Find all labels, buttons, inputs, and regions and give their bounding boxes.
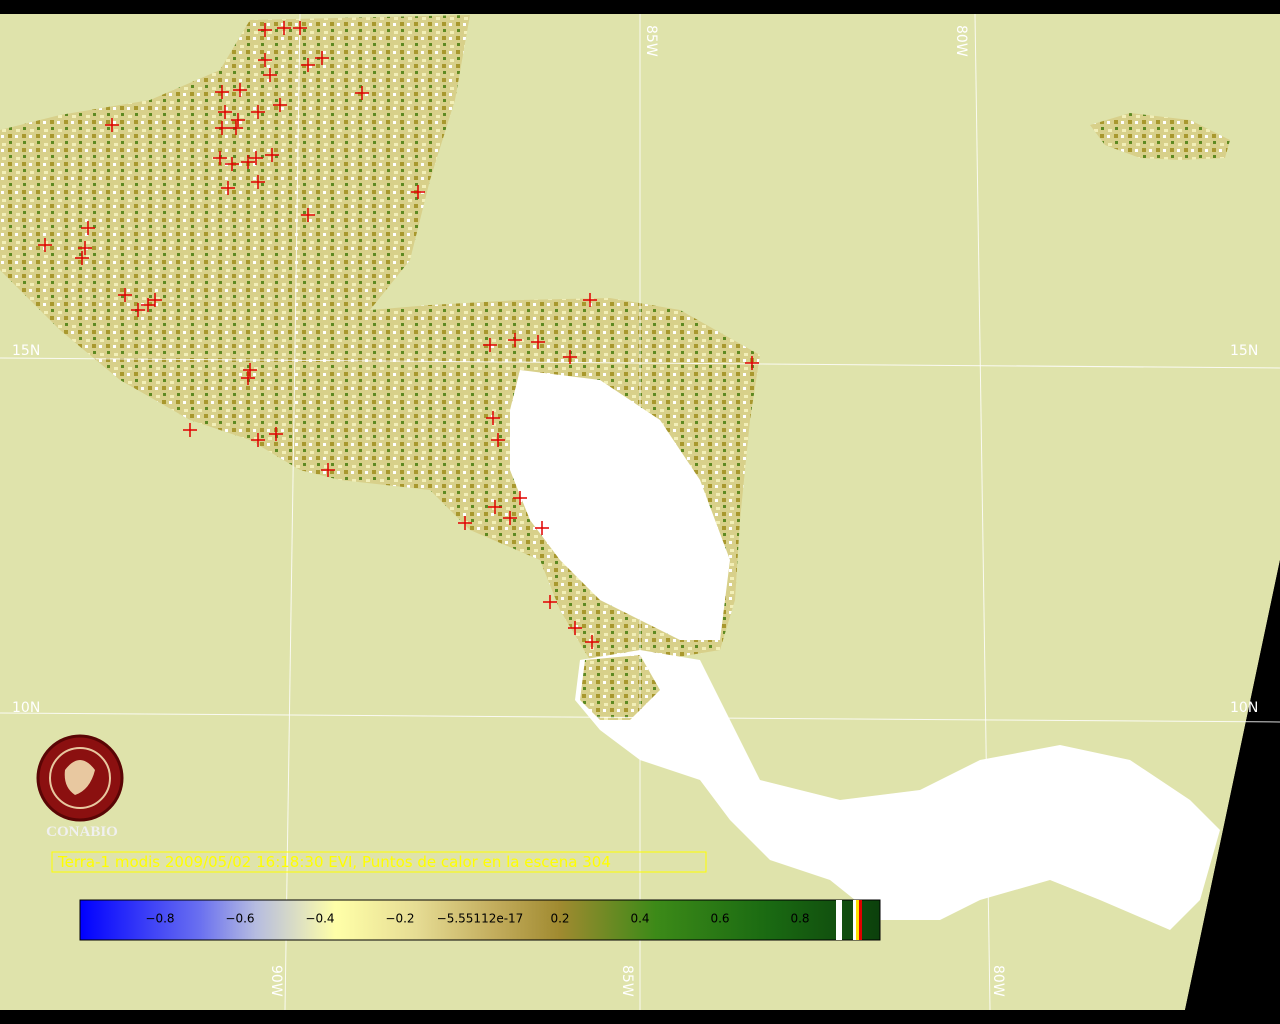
hotspot <box>225 157 239 171</box>
hotspot <box>315 51 329 65</box>
hotspot <box>231 113 245 127</box>
parallel <box>0 357 1280 369</box>
hotspot <box>131 303 145 317</box>
hotspot <box>583 293 597 307</box>
hotspot <box>249 151 263 165</box>
hotspot <box>241 371 255 385</box>
no-data <box>1185 560 1280 1010</box>
hotspot <box>503 511 517 525</box>
hotspot <box>486 411 500 425</box>
hotspot <box>81 221 95 235</box>
logo: CONABIO <box>36 734 124 840</box>
colorbar-label: −0.6 <box>225 912 254 926</box>
grid-label: 85W <box>619 965 635 997</box>
colorbar-swatch <box>836 900 842 940</box>
hotspot <box>251 433 265 447</box>
cloud <box>510 370 730 640</box>
hotspot <box>251 105 265 119</box>
meridian <box>284 13 301 1011</box>
hotspot <box>488 500 502 514</box>
hotspot <box>241 155 255 169</box>
colorbar-swatch <box>859 900 862 940</box>
hotspot <box>513 491 527 505</box>
hotspot <box>215 85 229 99</box>
hotspot <box>301 58 315 72</box>
hotspot <box>568 621 582 635</box>
hotspot <box>265 148 279 162</box>
hotspot <box>251 175 265 189</box>
hotspot <box>321 463 335 477</box>
grid-label: 15N <box>1230 343 1258 359</box>
hotspot <box>543 595 557 609</box>
hotspot <box>491 433 505 447</box>
hotspot <box>745 356 759 370</box>
grid-label: 10N <box>12 700 40 716</box>
hotspot <box>277 21 291 35</box>
grid-label: 80W <box>990 965 1006 997</box>
hotspot <box>293 21 307 35</box>
parallel <box>0 712 1280 723</box>
colorbar-swatch <box>856 900 859 940</box>
hotspot <box>78 241 92 255</box>
hotspot <box>483 338 497 352</box>
colorbar-label: 0.4 <box>630 912 649 926</box>
colorbar-label: 0.8 <box>790 912 809 926</box>
hotspot <box>258 23 272 37</box>
logo-text: CONABIO <box>46 824 118 840</box>
colorbar-swatch <box>853 900 856 940</box>
hotspot <box>301 208 315 222</box>
grid-label: 85W <box>643 25 659 57</box>
hotspot <box>221 181 235 195</box>
hotspot <box>215 121 229 135</box>
grid-label: 80W <box>953 25 969 57</box>
hotspot <box>243 363 257 377</box>
hotspot <box>585 635 599 649</box>
hotspot <box>213 151 227 165</box>
hotspot <box>148 293 162 307</box>
colorbar-label: 0.6 <box>710 912 729 926</box>
hotspot <box>531 335 545 349</box>
hotspot <box>458 516 472 530</box>
hotspot <box>535 521 549 535</box>
hotspots <box>38 21 759 649</box>
hotspot <box>118 288 132 302</box>
colorbar-label: −0.2 <box>385 912 414 926</box>
cloud <box>575 650 1220 930</box>
hotspot <box>258 53 272 67</box>
hotspot <box>105 118 119 132</box>
grid-label: 10N <box>1230 700 1258 716</box>
hotspot <box>263 68 277 82</box>
hotspot <box>411 185 425 199</box>
island-jamaica <box>1090 113 1230 160</box>
hotspot <box>38 238 52 252</box>
hotspot <box>273 98 287 112</box>
colorbar-label: −5.55112e-17 <box>437 912 524 926</box>
hotspot <box>233 83 247 97</box>
colorbar: −0.8 −0.6 −0.4 −0.2 −5.55112e-17 0.2 0.4 0.6 0.8 <box>79 899 881 941</box>
hotspot <box>229 121 243 135</box>
hotspot <box>563 350 577 364</box>
colorbar-label: −0.4 <box>305 912 334 926</box>
hotspot <box>508 333 522 347</box>
hotspot <box>269 427 283 441</box>
grid-label: 90W <box>268 965 284 997</box>
hotspot <box>355 86 369 100</box>
caption-box <box>51 851 707 873</box>
hotspot <box>218 105 232 119</box>
colorbar-ramp <box>79 899 881 941</box>
grid-label: 15N <box>12 343 40 359</box>
hotspot <box>183 423 197 437</box>
colorbar-label: 0.2 <box>550 912 569 926</box>
colorbar-label: −0.8 <box>145 912 174 926</box>
hotspot <box>75 251 89 265</box>
meridian <box>974 13 991 1011</box>
caption: Terra-1 modis 2009/05/02 16:18:30 EVI, P… <box>57 853 611 871</box>
